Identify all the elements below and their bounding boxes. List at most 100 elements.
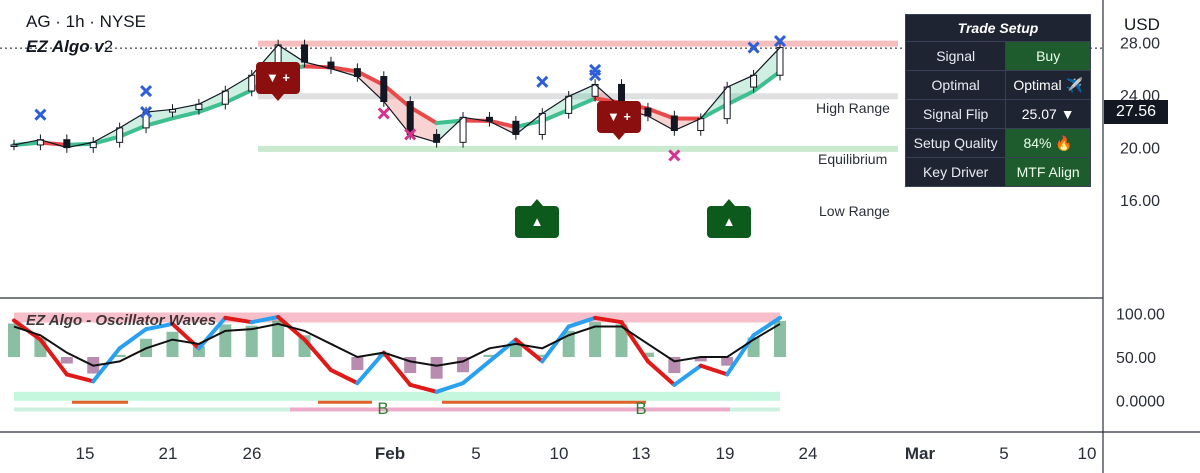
osc-fast-wave xyxy=(593,315,624,325)
row-value-setup-quality: 84% 🔥 xyxy=(1005,128,1091,158)
trend-ribbon xyxy=(223,88,254,105)
osc-fast-wave xyxy=(487,337,518,364)
osc-fast-wave xyxy=(381,350,413,387)
x-tick-label: 5 xyxy=(999,444,1008,463)
trend-cloud xyxy=(753,47,780,92)
row-label-signal-flip: Signal Flip xyxy=(904,99,1007,129)
candle-body xyxy=(459,116,467,143)
trend-ribbon xyxy=(751,69,782,94)
cross-stroke xyxy=(747,41,760,54)
osc-histogram-bar xyxy=(351,357,364,371)
equilibrium-label: Equilibrium xyxy=(818,151,888,167)
trend-cloud xyxy=(146,109,173,126)
oscillator-title: EZ Algo - Oscillator Waves xyxy=(26,312,217,329)
last-price-tag: 27.56 xyxy=(1104,100,1168,124)
table-row: Signal Flip 25.07 ▼ xyxy=(904,99,1091,129)
trend-ribbon xyxy=(91,134,122,146)
pink-cross-marker xyxy=(668,149,681,162)
trend-ribbon xyxy=(487,118,518,129)
symbol-header: AG · 1h · NYSE xyxy=(26,12,146,31)
equilibrium-band xyxy=(258,93,898,100)
osc-fast-wave xyxy=(355,350,386,386)
blue-cross-marker xyxy=(140,106,153,119)
trade-setup-title: Trade Setup xyxy=(905,14,1091,42)
trend-cloud xyxy=(727,75,754,105)
cross-stroke xyxy=(404,128,417,141)
trend-ribbon xyxy=(196,100,228,114)
osc-fast-wave xyxy=(566,315,598,329)
price-panel xyxy=(0,34,1103,162)
row-value-signal: Buy xyxy=(1005,41,1091,71)
row-label-signal: Signal xyxy=(904,41,1007,71)
osc-fast-wave xyxy=(302,337,333,373)
cross-stroke xyxy=(589,63,602,77)
row-value-signal-flip: 25.07 ▼ xyxy=(1005,99,1091,129)
indicator-name: EZ Algo v xyxy=(26,37,104,56)
table-row: Key Driver MTF Align xyxy=(904,157,1091,187)
buy-signal-marker[interactable]: ▲ xyxy=(707,199,751,238)
x-tick-label: 15 xyxy=(76,444,95,463)
candle-body xyxy=(776,47,784,76)
cross-stroke xyxy=(377,107,390,120)
osc-fast-wave xyxy=(672,363,703,387)
pink-cross-marker xyxy=(377,107,390,120)
osc-histogram-bar xyxy=(430,357,443,379)
indicator-version: 2 xyxy=(103,37,114,56)
osc-histogram-bar xyxy=(8,323,20,357)
osc-histogram-bar xyxy=(641,352,654,357)
blue-cross-marker xyxy=(773,34,787,48)
osc-fast-wave xyxy=(328,368,360,386)
trend-ribbon xyxy=(725,89,756,107)
osc-histogram-bar xyxy=(272,320,285,357)
sell-signal-marker[interactable]: ▼ + xyxy=(256,62,300,101)
currency-label[interactable]: USD xyxy=(1124,15,1160,34)
osc-fast-wave xyxy=(144,321,175,332)
buy-signal-marker[interactable]: ▲ xyxy=(515,199,559,238)
osc-oversold-band xyxy=(14,391,780,401)
osc-histogram-bar xyxy=(721,357,734,366)
osc-fast-wave xyxy=(223,315,254,325)
x-tick-label: Feb xyxy=(375,444,405,463)
x-tick-label: 5 xyxy=(471,444,480,463)
osc-fast-wave xyxy=(434,381,466,394)
osc-fast-wave xyxy=(408,382,439,394)
row-label-key-driver: Key Driver xyxy=(904,157,1007,187)
row-value-key-driver: MTF Align xyxy=(1005,157,1091,187)
trend-cloud xyxy=(119,112,147,137)
trend-ribbon xyxy=(698,102,730,121)
table-row: Setup Quality 84% 🔥 xyxy=(904,128,1091,158)
osc-fast-wave xyxy=(91,346,122,384)
osc-histogram-bar xyxy=(694,357,707,362)
osc-histogram-bar xyxy=(166,331,179,357)
trend-cloud xyxy=(357,71,384,102)
trend-cloud xyxy=(225,75,252,103)
price-y-tick-label: 28.00 xyxy=(1120,35,1160,52)
pink-cross-marker xyxy=(404,128,417,141)
osc-histogram-bar xyxy=(113,354,126,357)
cross-stroke xyxy=(773,34,787,48)
trend-ribbon xyxy=(117,123,149,139)
osc-fast-wave xyxy=(64,372,96,384)
trend-cloud xyxy=(410,107,437,143)
sell-signal-marker[interactable]: ▼ + xyxy=(597,101,641,140)
candle-body xyxy=(301,44,309,63)
osc-histogram-bar xyxy=(219,324,232,357)
candle-body xyxy=(670,115,678,131)
x-tick-label: 24 xyxy=(799,444,818,463)
trade-setup-table: Trade Setup Signal Buy Optimal Optimal ✈… xyxy=(904,14,1091,187)
cross-stroke xyxy=(34,108,47,121)
high-range-label: High Range xyxy=(816,100,890,116)
trend-ribbon xyxy=(355,69,386,88)
x-tick-label: 21 xyxy=(159,444,178,463)
trend-ribbon xyxy=(540,107,571,123)
cross-stroke xyxy=(668,149,681,162)
osc-overbought-band xyxy=(14,312,780,323)
row-label-optimal: Optimal xyxy=(904,70,1007,100)
osc-fast-wave xyxy=(117,327,149,351)
osc-buy-label: B xyxy=(377,399,388,418)
candle-body xyxy=(750,74,758,88)
table-row: Optimal Optimal ✈️ xyxy=(904,70,1091,100)
